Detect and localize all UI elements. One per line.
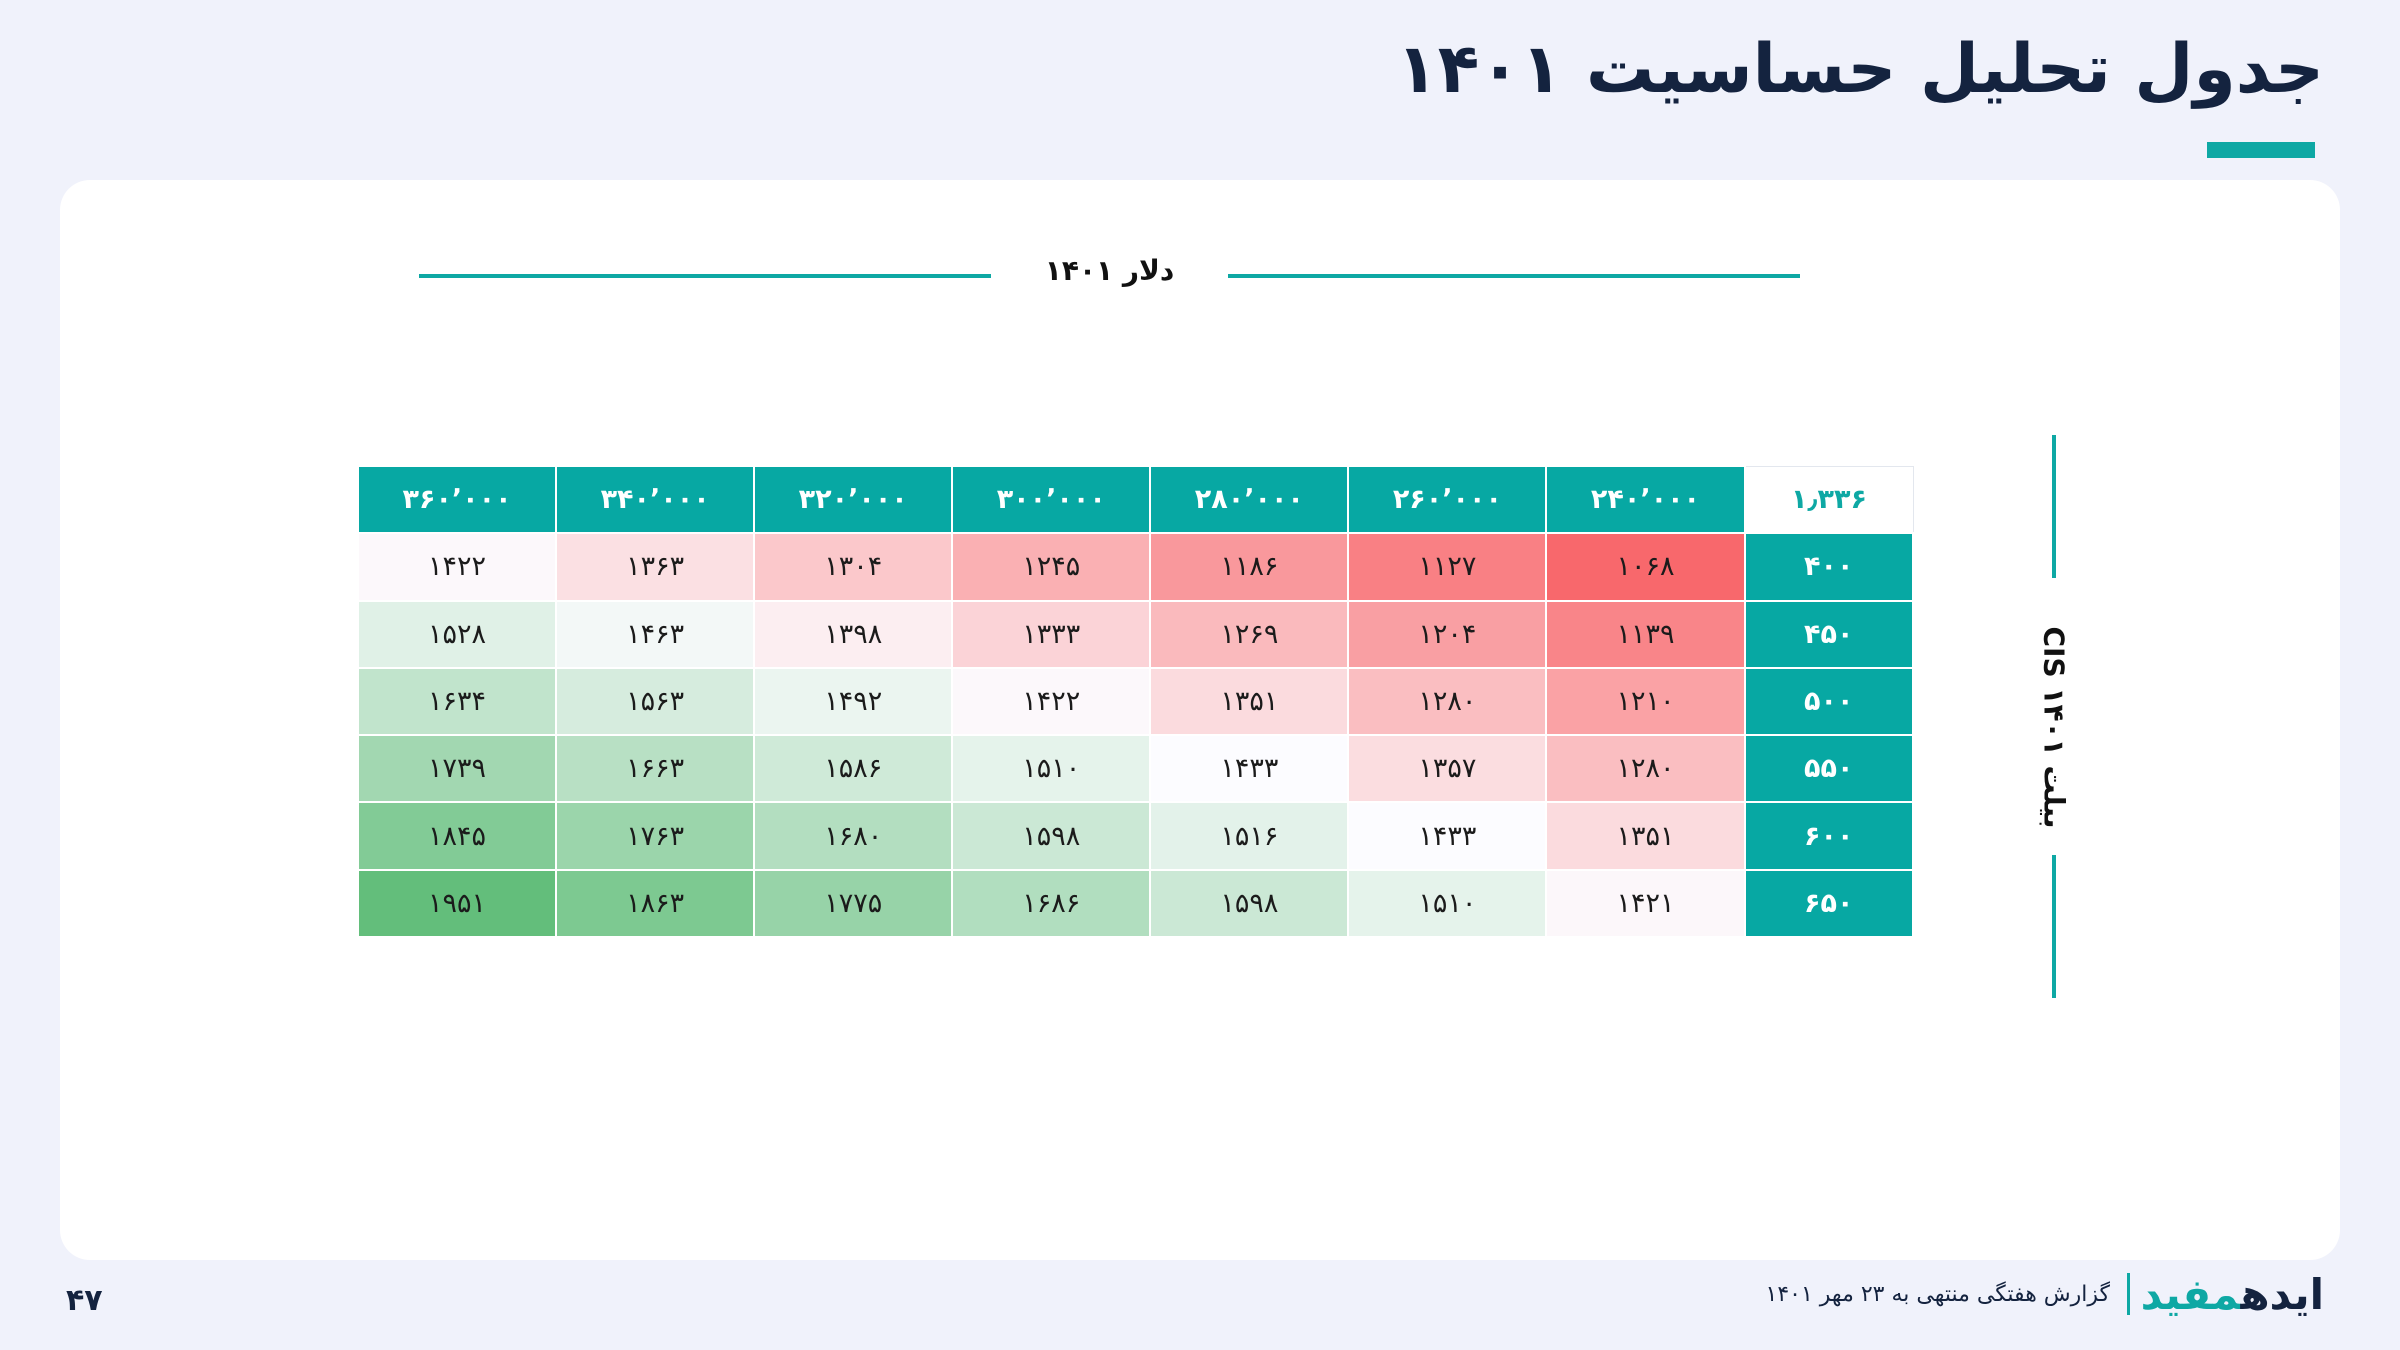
table-row: ۶۵۰ ۱۴۲۱ ۱۵۱۰ ۱۵۹۸ ۱۶۸۶ ۱۷۷۵ ۱۸۶۳ ۱۹۵۱: [356, 868, 1914, 939]
table-row: ۵۰۰ ۱۲۱۰ ۱۲۸۰ ۱۳۵۱ ۱۴۲۲ ۱۴۹۲ ۱۵۶۳ ۱۶۳۴: [356, 666, 1914, 737]
column-header: ۳۶۰٬۰۰۰: [356, 464, 558, 535]
table-cell: ۱۱۳۹: [1545, 599, 1746, 669]
column-header: ۲۴۰٬۰۰۰: [1545, 464, 1746, 535]
row-header: ۴۰۰: [1743, 532, 1914, 602]
table-cell: ۱۳۵۷: [1347, 734, 1548, 804]
row-axis-label: بیلت CIS ۱۴۰۱: [2037, 626, 2071, 829]
table-row: ۶۰۰ ۱۳۵۱ ۱۴۳۳ ۱۵۱۶ ۱۵۹۸ ۱۶۸۰ ۱۷۶۳ ۱۸۴۵: [356, 801, 1914, 871]
column-axis-line-right: [1228, 274, 1800, 278]
footer-divider: [2127, 1273, 2130, 1315]
table-cell: ۱۵۸۶: [753, 734, 954, 804]
table-cell: ۱۴۲۲: [951, 666, 1152, 737]
table-cell: ۱۲۱۰: [1545, 666, 1746, 737]
row-header: ۶۰۰: [1743, 801, 1914, 871]
sensitivity-table: ۱٫۳۳۶ ۲۴۰٬۰۰۰ ۲۶۰٬۰۰۰ ۲۸۰٬۰۰۰ ۳۰۰٬۰۰۰ ۳۲۰٬۰۰۰…: [356, 464, 1914, 939]
table-cell: ۱۴۲۲: [356, 532, 558, 602]
table-cell: ۱۲۶۹: [1149, 599, 1350, 669]
column-header: ۲۶۰٬۰۰۰: [1347, 464, 1548, 535]
row-header: ۴۵۰: [1743, 599, 1914, 669]
table-cell: ۱۸۴۵: [356, 801, 558, 871]
column-axis-line-left: [419, 274, 991, 278]
table-cell: ۱۱۲۷: [1347, 532, 1548, 602]
table-cell: ۱۶۸۰: [753, 801, 954, 871]
table-cell: ۱۷۶۳: [555, 801, 756, 871]
page-title: جدول تحلیل حساسیت ۱۴۰۱: [1396, 30, 2324, 109]
table-cell: ۱۰۶۸: [1545, 532, 1746, 602]
table-cell: ۱۷۳۹: [356, 734, 558, 804]
table-cell: ۱۴۹۲: [753, 666, 954, 737]
table-cell: ۱۲۴۵: [951, 532, 1152, 602]
table-cell: ۱۴۲۱: [1545, 868, 1746, 939]
table-cell: ۱۵۱۶: [1149, 801, 1350, 871]
table-cell: ۱۹۵۱: [356, 868, 558, 939]
table-cell: ۱۶۶۳: [555, 734, 756, 804]
table-cell: ۱۲۸۰: [1545, 734, 1746, 804]
table-cell: ۱۳۶۳: [555, 532, 756, 602]
table-cell: ۱۸۶۳: [555, 868, 756, 939]
brand-logo: ایدهمفید: [2141, 1270, 2324, 1319]
column-header: ۳۲۰٬۰۰۰: [753, 464, 954, 535]
table-row: ۴۰۰ ۱۰۶۸ ۱۱۲۷ ۱۱۸۶ ۱۲۴۵ ۱۳۰۴ ۱۳۶۳ ۱۴۲۲: [356, 532, 1914, 602]
row-header: ۵۰۰: [1743, 666, 1914, 737]
table-cell: ۱۵۹۸: [1149, 868, 1350, 939]
table-cell: ۱۲۰۴: [1347, 599, 1548, 669]
table-cell: ۱۷۷۵: [753, 868, 954, 939]
column-header: ۳۴۰٬۰۰۰: [555, 464, 756, 535]
table-cell: ۱۵۱۰: [1347, 868, 1548, 939]
table-cell: ۱۵۱۰: [951, 734, 1152, 804]
table-header-row: ۱٫۳۳۶ ۲۴۰٬۰۰۰ ۲۶۰٬۰۰۰ ۲۸۰٬۰۰۰ ۳۰۰٬۰۰۰ ۳۲۰٬۰۰۰…: [356, 464, 1914, 535]
column-header: ۳۰۰٬۰۰۰: [951, 464, 1152, 535]
row-header: ۵۵۰: [1743, 734, 1914, 804]
table-cell: ۱۵۹۸: [951, 801, 1152, 871]
row-header: ۶۵۰: [1743, 868, 1914, 939]
table-cell: ۱۴۳۳: [1149, 734, 1350, 804]
sensitivity-table-wrapper: ۱٫۳۳۶ ۲۴۰٬۰۰۰ ۲۶۰٬۰۰۰ ۲۸۰٬۰۰۰ ۳۰۰٬۰۰۰ ۳۲۰٬۰۰۰…: [356, 464, 1914, 939]
table-cell: ۱۳۰۴: [753, 532, 954, 602]
column-axis-label: دلار ۱۴۰۱: [1044, 254, 1175, 287]
table-cell: ۱۵۶۳: [555, 666, 756, 737]
table-cell: ۱۲۸۰: [1347, 666, 1548, 737]
table-row: ۴۵۰ ۱۱۳۹ ۱۲۰۴ ۱۲۶۹ ۱۳۳۳ ۱۳۹۸ ۱۴۶۳ ۱۵۲۸: [356, 599, 1914, 669]
page-number: ۴۷: [66, 1283, 103, 1318]
column-header: ۲۸۰٬۰۰۰: [1149, 464, 1350, 535]
row-axis-line-bottom: [2052, 855, 2056, 998]
table-corner-cell: ۱٫۳۳۶: [1744, 465, 1914, 534]
table-cell: ۱۱۸۶: [1149, 532, 1350, 602]
table-cell: ۱۶۳۴: [356, 666, 558, 737]
footer-caption: گزارش هفتگی منتهی به ۲۳ مهر ۱۴۰۱: [1765, 1282, 2110, 1307]
table-cell: ۱۵۲۸: [356, 599, 558, 669]
table-row: ۵۵۰ ۱۲۸۰ ۱۳۵۷ ۱۴۳۳ ۱۵۱۰ ۱۵۸۶ ۱۶۶۳ ۱۷۳۹: [356, 734, 1914, 804]
row-axis-line-top: [2052, 435, 2056, 578]
table-cell: ۱۴۳۳: [1347, 801, 1548, 871]
table-cell: ۱۴۶۳: [555, 599, 756, 669]
title-underline: [2207, 142, 2315, 158]
table-cell: ۱۳۵۱: [1545, 801, 1746, 871]
brand-logo-part2: مفید: [2140, 1270, 2241, 1319]
brand-logo-part1: ایده: [2240, 1270, 2324, 1319]
table-cell: ۱۳۵۱: [1149, 666, 1350, 737]
table-cell: ۱۶۸۶: [951, 868, 1152, 939]
table-cell: ۱۳۳۳: [951, 599, 1152, 669]
table-cell: ۱۳۹۸: [753, 599, 954, 669]
